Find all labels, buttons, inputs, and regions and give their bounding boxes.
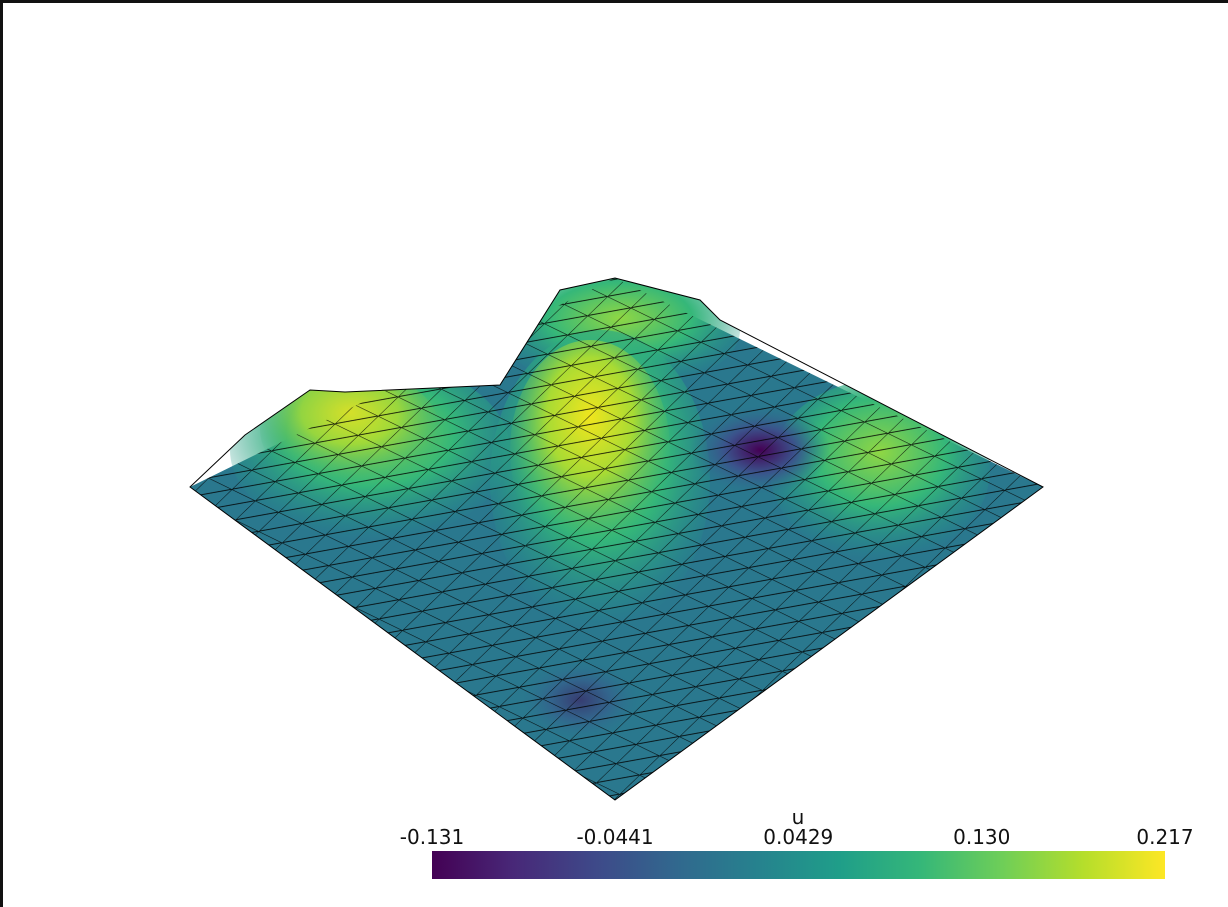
window-border: [0, 0, 1228, 3]
colorbar-title: u: [792, 805, 805, 829]
window-border: [0, 0, 3, 907]
surface-outline: [189, 277, 1044, 801]
colorbar-bar: [432, 851, 1165, 879]
colorbar-tick-label: 0.130: [953, 825, 1010, 849]
colorbar-tick-label: -0.0441: [576, 825, 653, 849]
colorbar-tick-label: -0.131: [400, 825, 464, 849]
colorbar: -0.131 -0.0441 0.0429 0.130 0.217: [400, 825, 1194, 879]
colorbar-tick-label: 0.217: [1136, 825, 1193, 849]
colorbar-tick-label: 0.0429: [763, 825, 833, 849]
surface: [190, 278, 1043, 800]
